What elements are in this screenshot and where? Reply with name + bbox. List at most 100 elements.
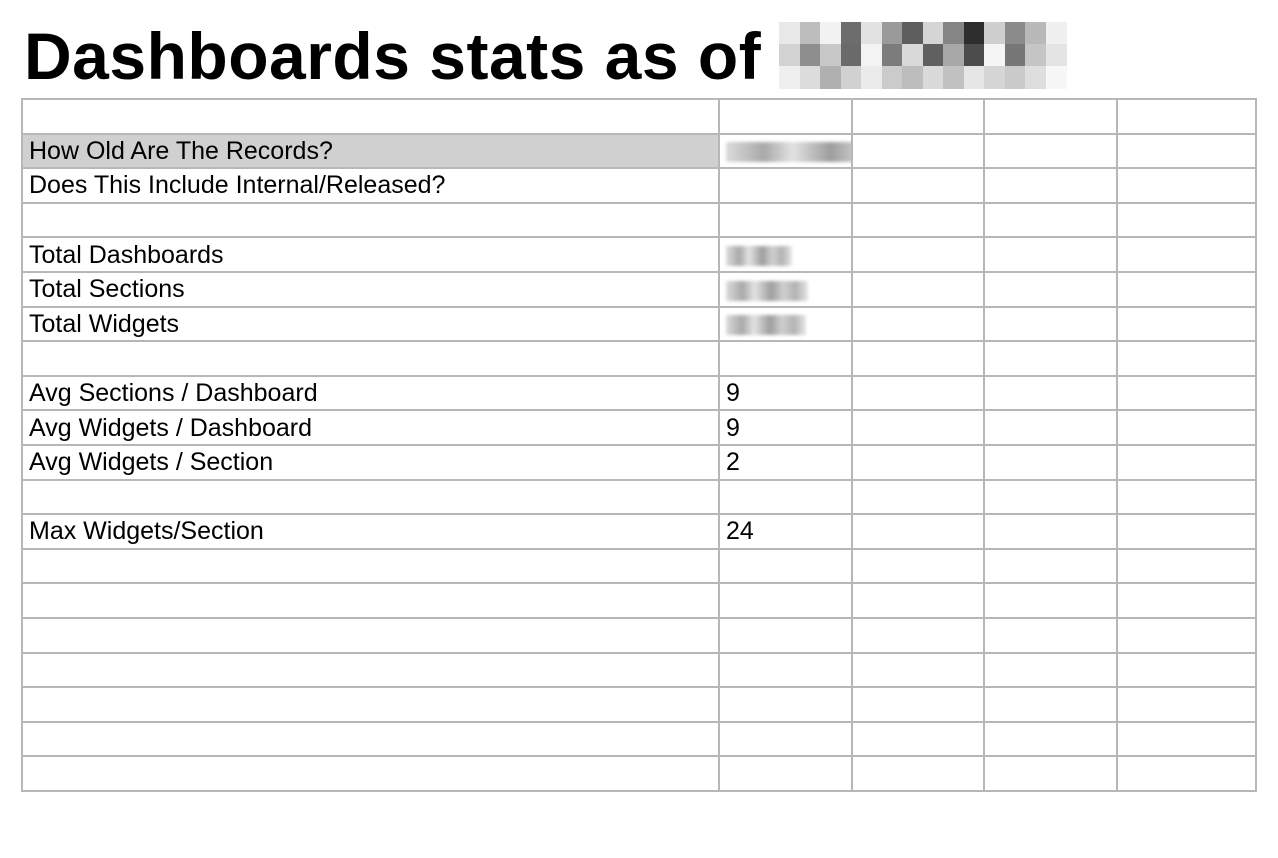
empty-cell[interactable] xyxy=(983,478,1118,516)
empty-cell[interactable] xyxy=(983,201,1118,239)
empty-cell[interactable] xyxy=(983,547,1118,585)
empty-cell[interactable] xyxy=(851,340,985,377)
label-cell[interactable] xyxy=(21,478,720,516)
empty-cell[interactable] xyxy=(1116,201,1257,239)
label-cell[interactable]: Avg Widgets / Section xyxy=(21,443,720,481)
label-cell[interactable]: Total Dashboards xyxy=(21,236,720,273)
empty-cell[interactable] xyxy=(851,755,985,792)
label-cell[interactable] xyxy=(21,651,720,689)
label-cell[interactable]: Avg Widgets / Dashboard xyxy=(21,409,720,446)
value-cell[interactable] xyxy=(718,167,853,204)
empty-cell[interactable] xyxy=(1116,374,1257,412)
empty-cell[interactable] xyxy=(1116,478,1257,516)
empty-cell[interactable] xyxy=(1116,236,1257,273)
empty-cell[interactable] xyxy=(851,167,985,204)
value-cell[interactable] xyxy=(718,201,853,239)
label-cell[interactable] xyxy=(21,720,720,758)
empty-cell[interactable] xyxy=(1116,305,1257,343)
value-cell[interactable]: 9 xyxy=(718,374,853,412)
empty-cell[interactable] xyxy=(1116,616,1257,654)
label-cell[interactable]: How Old Are The Records? xyxy=(21,132,720,170)
empty-cell[interactable] xyxy=(983,305,1118,343)
empty-cell[interactable] xyxy=(851,443,985,481)
value-cell[interactable]: 9 xyxy=(718,409,853,446)
value-cell[interactable] xyxy=(718,616,853,654)
empty-cell[interactable] xyxy=(1116,755,1257,792)
label-cell[interactable] xyxy=(21,98,720,135)
value-cell[interactable] xyxy=(718,651,853,689)
empty-cell[interactable] xyxy=(851,236,985,273)
empty-cell[interactable] xyxy=(983,755,1118,792)
empty-cell[interactable] xyxy=(851,201,985,239)
empty-cell[interactable] xyxy=(851,651,985,689)
empty-cell[interactable] xyxy=(851,409,985,446)
empty-cell[interactable] xyxy=(1116,720,1257,758)
empty-cell[interactable] xyxy=(983,651,1118,689)
label-cell[interactable] xyxy=(21,547,720,585)
label-cell[interactable]: Avg Sections / Dashboard xyxy=(21,374,720,412)
empty-cell[interactable] xyxy=(983,167,1118,204)
empty-cell[interactable] xyxy=(1116,651,1257,689)
empty-cell[interactable] xyxy=(1116,409,1257,446)
empty-cell[interactable] xyxy=(1116,443,1257,481)
empty-cell[interactable] xyxy=(851,305,985,343)
empty-cell[interactable] xyxy=(1116,270,1257,308)
empty-cell[interactable] xyxy=(1116,513,1257,550)
empty-cell[interactable] xyxy=(851,270,985,308)
value-cell[interactable]: 2 xyxy=(718,443,853,481)
value-cell[interactable] xyxy=(718,236,853,273)
label-cell[interactable] xyxy=(21,686,720,723)
value-cell[interactable] xyxy=(718,478,853,516)
empty-cell[interactable] xyxy=(851,478,985,516)
label-cell[interactable] xyxy=(21,201,720,239)
empty-cell[interactable] xyxy=(983,340,1118,377)
value-cell[interactable] xyxy=(718,720,853,758)
empty-cell[interactable] xyxy=(1116,547,1257,585)
empty-cell[interactable] xyxy=(1116,582,1257,619)
value-cell[interactable] xyxy=(718,582,853,619)
label-cell[interactable] xyxy=(21,582,720,619)
empty-cell[interactable] xyxy=(851,616,985,654)
empty-cell[interactable] xyxy=(983,236,1118,273)
empty-cell[interactable] xyxy=(1116,340,1257,377)
empty-cell[interactable] xyxy=(851,132,985,170)
empty-cell[interactable] xyxy=(983,409,1118,446)
value-cell[interactable] xyxy=(718,270,853,308)
value-cell[interactable] xyxy=(718,340,853,377)
label-cell[interactable]: Total Sections xyxy=(21,270,720,308)
empty-cell[interactable] xyxy=(983,616,1118,654)
empty-cell[interactable] xyxy=(851,582,985,619)
empty-cell[interactable] xyxy=(983,132,1118,170)
empty-cell[interactable] xyxy=(851,547,985,585)
value-cell[interactable]: 24 xyxy=(718,513,853,550)
empty-cell[interactable] xyxy=(1116,98,1257,135)
empty-cell[interactable] xyxy=(983,582,1118,619)
label-cell[interactable] xyxy=(21,340,720,377)
empty-cell[interactable] xyxy=(1116,686,1257,723)
value-cell[interactable] xyxy=(718,132,853,170)
empty-cell[interactable] xyxy=(983,513,1118,550)
empty-cell[interactable] xyxy=(1116,132,1257,170)
empty-cell[interactable] xyxy=(851,98,985,135)
label-cell[interactable]: Does This Include Internal/Released? xyxy=(21,167,720,204)
empty-cell[interactable] xyxy=(851,720,985,758)
value-cell[interactable] xyxy=(718,98,853,135)
empty-cell[interactable] xyxy=(851,686,985,723)
empty-cell[interactable] xyxy=(1116,167,1257,204)
label-cell[interactable] xyxy=(21,616,720,654)
label-cell[interactable]: Max Widgets/Section xyxy=(21,513,720,550)
value-cell[interactable] xyxy=(718,686,853,723)
empty-cell[interactable] xyxy=(983,98,1118,135)
empty-cell[interactable] xyxy=(983,270,1118,308)
value-cell[interactable] xyxy=(718,755,853,792)
empty-cell[interactable] xyxy=(983,443,1118,481)
label-cell[interactable] xyxy=(21,755,720,792)
empty-cell[interactable] xyxy=(983,686,1118,723)
empty-cell[interactable] xyxy=(983,374,1118,412)
value-cell[interactable] xyxy=(718,305,853,343)
empty-cell[interactable] xyxy=(851,374,985,412)
label-cell[interactable]: Total Widgets xyxy=(21,305,720,343)
empty-cell[interactable] xyxy=(983,720,1118,758)
value-cell[interactable] xyxy=(718,547,853,585)
empty-cell[interactable] xyxy=(851,513,985,550)
